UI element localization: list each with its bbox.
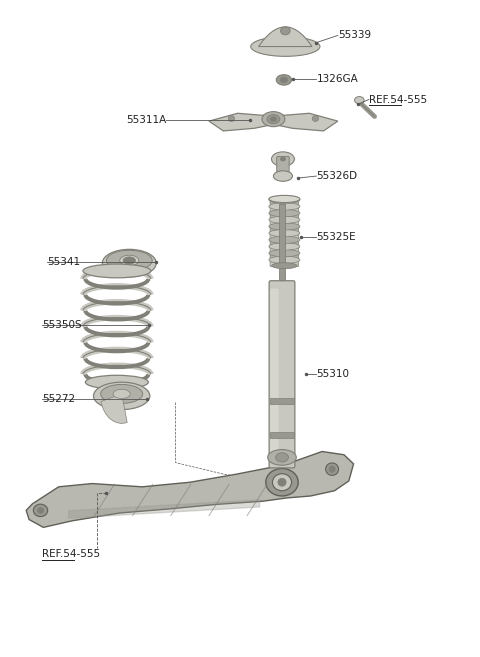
Ellipse shape bbox=[123, 257, 135, 264]
Ellipse shape bbox=[101, 384, 143, 403]
Ellipse shape bbox=[37, 507, 44, 513]
Text: 55311A: 55311A bbox=[126, 116, 166, 125]
Ellipse shape bbox=[270, 117, 276, 122]
Ellipse shape bbox=[269, 243, 300, 250]
FancyBboxPatch shape bbox=[270, 206, 299, 213]
Ellipse shape bbox=[254, 41, 316, 52]
Ellipse shape bbox=[113, 390, 130, 399]
Text: 55350S: 55350S bbox=[42, 320, 82, 330]
Ellipse shape bbox=[269, 210, 300, 217]
Ellipse shape bbox=[269, 203, 300, 210]
Text: 55272: 55272 bbox=[42, 394, 75, 403]
Ellipse shape bbox=[329, 466, 335, 472]
Ellipse shape bbox=[280, 77, 288, 83]
FancyBboxPatch shape bbox=[270, 199, 299, 206]
Ellipse shape bbox=[269, 237, 300, 243]
Text: 55326D: 55326D bbox=[316, 171, 358, 181]
Ellipse shape bbox=[94, 382, 150, 409]
Ellipse shape bbox=[268, 449, 296, 465]
Ellipse shape bbox=[269, 196, 300, 204]
FancyBboxPatch shape bbox=[270, 212, 299, 219]
Ellipse shape bbox=[325, 463, 338, 476]
Ellipse shape bbox=[281, 27, 290, 35]
Ellipse shape bbox=[251, 37, 320, 57]
Text: 55310: 55310 bbox=[316, 369, 349, 379]
FancyBboxPatch shape bbox=[269, 281, 295, 468]
FancyBboxPatch shape bbox=[270, 288, 278, 460]
Text: REF.54-555: REF.54-555 bbox=[42, 549, 100, 559]
FancyBboxPatch shape bbox=[270, 219, 299, 226]
Ellipse shape bbox=[355, 97, 364, 104]
Text: 55341: 55341 bbox=[47, 257, 80, 267]
Ellipse shape bbox=[269, 250, 300, 257]
Ellipse shape bbox=[276, 75, 291, 85]
Ellipse shape bbox=[272, 263, 297, 269]
Ellipse shape bbox=[269, 216, 300, 223]
Ellipse shape bbox=[272, 152, 294, 166]
Text: 55339: 55339 bbox=[338, 30, 371, 41]
Wedge shape bbox=[101, 394, 127, 423]
Ellipse shape bbox=[280, 157, 286, 161]
Ellipse shape bbox=[269, 256, 300, 263]
Ellipse shape bbox=[269, 195, 300, 202]
FancyBboxPatch shape bbox=[270, 246, 299, 253]
Ellipse shape bbox=[34, 504, 48, 516]
Bar bbox=[270, 432, 294, 438]
Ellipse shape bbox=[102, 250, 156, 277]
Bar bbox=[279, 204, 285, 281]
Ellipse shape bbox=[278, 478, 286, 486]
Ellipse shape bbox=[262, 112, 285, 127]
Ellipse shape bbox=[228, 116, 235, 122]
Ellipse shape bbox=[83, 264, 151, 278]
Ellipse shape bbox=[267, 114, 280, 124]
FancyBboxPatch shape bbox=[270, 259, 299, 266]
Text: REF.54-555: REF.54-555 bbox=[369, 95, 427, 104]
Ellipse shape bbox=[273, 474, 291, 491]
Ellipse shape bbox=[276, 453, 288, 462]
Ellipse shape bbox=[107, 250, 152, 271]
Ellipse shape bbox=[274, 171, 292, 181]
Ellipse shape bbox=[266, 468, 298, 496]
FancyBboxPatch shape bbox=[277, 156, 289, 177]
Text: 1326GA: 1326GA bbox=[316, 74, 358, 84]
FancyBboxPatch shape bbox=[270, 252, 299, 260]
Bar bbox=[270, 398, 294, 404]
Ellipse shape bbox=[269, 229, 300, 237]
Text: 55325E: 55325E bbox=[316, 232, 356, 242]
Ellipse shape bbox=[85, 375, 148, 389]
FancyBboxPatch shape bbox=[270, 226, 299, 233]
Ellipse shape bbox=[269, 223, 300, 230]
Ellipse shape bbox=[312, 116, 319, 122]
FancyBboxPatch shape bbox=[270, 233, 299, 240]
Polygon shape bbox=[209, 113, 338, 131]
Polygon shape bbox=[259, 27, 312, 47]
Ellipse shape bbox=[120, 255, 139, 265]
FancyBboxPatch shape bbox=[270, 239, 299, 246]
Polygon shape bbox=[26, 451, 354, 528]
